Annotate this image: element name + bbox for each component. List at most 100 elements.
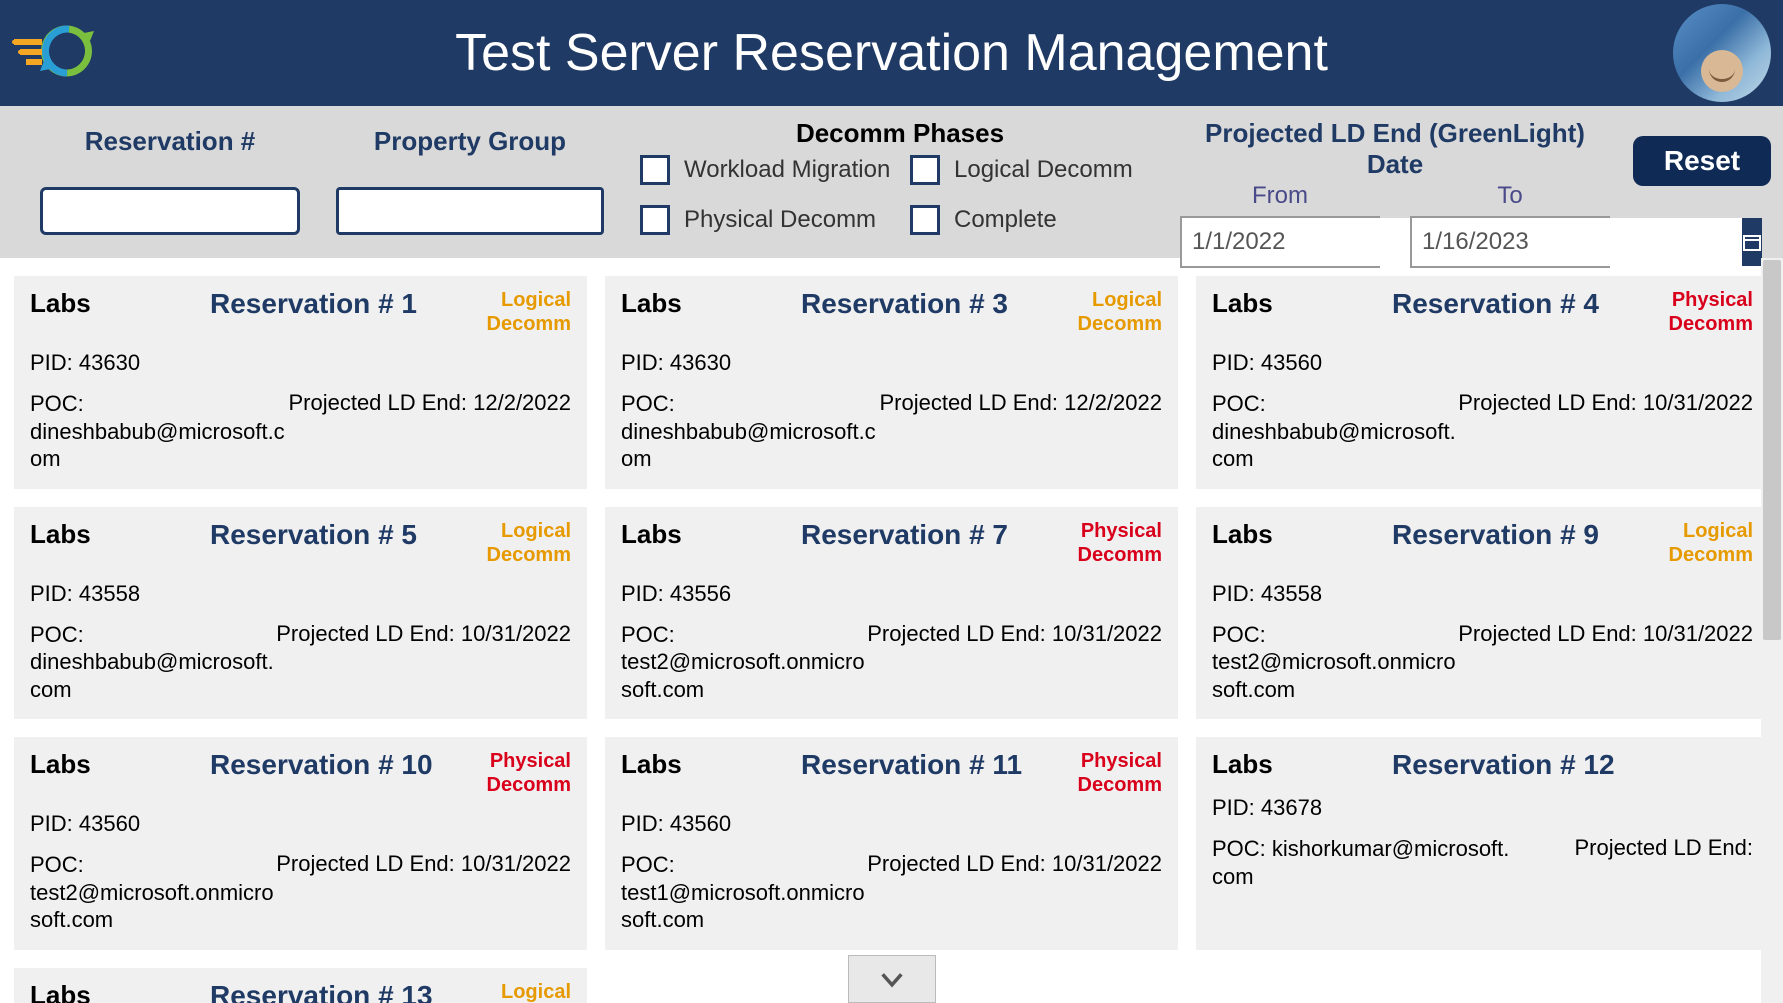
card-reservation-number: Reservation # 12 [1392, 749, 1643, 781]
to-label: To [1497, 182, 1522, 210]
card-pid: PID: 43630 [621, 350, 1162, 376]
filter-dates: Projected LD End (GreenLight) Date From … [1180, 118, 1610, 268]
card-labs-label: Labs [1212, 519, 1392, 550]
card-pid: PID: 43560 [30, 811, 571, 837]
card-pid: PID: 43558 [1212, 581, 1753, 607]
card-reservation-number: Reservation # 1 [210, 288, 461, 320]
card-projected-end: Projected LD End: 10/31/2022 [276, 851, 571, 877]
card-pid: PID: 43560 [621, 811, 1162, 837]
card-poc: POC:test2@microsoft.onmicrosoft.com [621, 621, 867, 704]
reservation-input[interactable] [40, 187, 300, 235]
card-phase-badge: LogicalDecomm [461, 519, 571, 567]
card-pid: PID: 43630 [30, 350, 571, 376]
card-pid: PID: 43556 [621, 581, 1162, 607]
reset-button[interactable]: Reset [1633, 136, 1771, 186]
card-labs-label: Labs [30, 519, 210, 550]
filter-bar: Reservation # Property Group Decomm Phas… [0, 106, 1783, 258]
card-projected-end: Projected LD End: 10/31/2022 [867, 621, 1162, 647]
reservation-label: Reservation # [85, 126, 256, 157]
card-phase-badge: PhysicalDecomm [1052, 519, 1162, 567]
property-group-label: Property Group [374, 126, 566, 157]
card-projected-end: Projected LD End: 12/2/2022 [879, 390, 1162, 416]
card-projected-end: Projected LD End: 10/31/2022 [1458, 621, 1753, 647]
card-poc: POC:test2@microsoft.onmicrosoft.com [1212, 621, 1458, 704]
dates-label: Projected LD End (GreenLight) Date [1180, 118, 1610, 180]
card-poc: POC:test1@microsoft.onmicrosoft.com [621, 851, 867, 934]
checkbox-icon[interactable] [910, 155, 940, 185]
phases-grid: Workload Migration Logical Decomm Physic… [640, 155, 1160, 235]
card-poc: POC:dineshbabub@microsoft.com [621, 390, 879, 473]
card-projected-end: Projected LD End: [1574, 835, 1753, 861]
card-reservation-number: Reservation # 5 [210, 519, 461, 551]
phase-label: Physical Decomm [684, 206, 876, 234]
card-reservation-number: Reservation # 11 [801, 749, 1052, 781]
card-phase-badge: LogicalDecomm [461, 288, 571, 336]
reservation-card[interactable]: LabsReservation # 13LogicalDecommPID: 43… [14, 968, 587, 1003]
reservation-card[interactable]: LabsReservation # 4PhysicalDecomm PID: 43… [1196, 276, 1769, 489]
scroll-thumb[interactable] [1763, 260, 1781, 640]
phase-physical-decomm[interactable]: Physical Decomm [640, 205, 910, 235]
card-projected-end: Projected LD End: 10/31/2022 [1458, 390, 1753, 416]
property-group-input[interactable] [339, 190, 604, 232]
card-poc: POC:dineshbabub@microsoft.com [30, 390, 288, 473]
cards-grid: LabsReservation # 1LogicalDecommPID: 436… [14, 276, 1769, 1003]
chevron-down-icon [878, 965, 906, 993]
reservation-card[interactable]: LabsReservation # 3LogicalDecomm PID: 436… [605, 276, 1178, 489]
checkbox-icon[interactable] [640, 205, 670, 235]
card-reservation-number: Reservation # 3 [801, 288, 1052, 320]
checkbox-icon[interactable] [640, 155, 670, 185]
phase-logical-decomm[interactable]: Logical Decomm [910, 155, 1160, 185]
card-labs-label: Labs [30, 980, 210, 1003]
card-poc: POC:dineshbabub@microsoft.com [30, 621, 276, 704]
card-poc: POC: kishorkumar@microsoft.com [1212, 835, 1512, 890]
expand-button[interactable] [848, 955, 936, 1003]
property-group-select[interactable] [336, 187, 604, 235]
card-phase-badge: LogicalDecomm [1052, 288, 1162, 336]
reservation-card[interactable]: LabsReservation # 11PhysicalDecomm PID: 4… [605, 737, 1178, 950]
card-phase-badge: PhysicalDecomm [1052, 749, 1162, 797]
card-poc: POC:test2@microsoft.onmicrosoft.com [30, 851, 276, 934]
app-logo-icon [12, 21, 122, 86]
reservation-card[interactable]: LabsReservation # 12PID: 43678POC: kisho… [1196, 737, 1769, 950]
phase-label: Complete [954, 206, 1057, 234]
card-reservation-number: Reservation # 4 [1392, 288, 1643, 320]
card-reservation-number: Reservation # 9 [1392, 519, 1643, 551]
reservation-card[interactable]: LabsReservation # 9LogicalDecomm PID: 435… [1196, 507, 1769, 720]
header: Test Server Reservation Management [0, 0, 1783, 106]
card-projected-end: Projected LD End: 12/2/2022 [288, 390, 571, 416]
filter-phases: Decomm Phases Workload Migration Logical… [640, 118, 1160, 235]
card-labs-label: Labs [1212, 749, 1392, 780]
phase-label: Workload Migration [684, 156, 890, 184]
card-phase-badge: LogicalDecomm [461, 980, 571, 1003]
reservation-card[interactable]: LabsReservation # 7PhysicalDecommPID: 43… [605, 507, 1178, 720]
phase-complete[interactable]: Complete [910, 205, 1160, 235]
card-reservation-number: Reservation # 7 [801, 519, 1052, 551]
page-title: Test Server Reservation Management [455, 23, 1328, 83]
checkbox-icon[interactable] [910, 205, 940, 235]
card-pid: PID: 43558 [30, 581, 571, 607]
reservation-card[interactable]: LabsReservation # 1LogicalDecomm PID: 436… [14, 276, 587, 489]
phase-workload-migration[interactable]: Workload Migration [640, 155, 910, 185]
scrollbar[interactable] [1761, 258, 1783, 1003]
card-reservation-number: Reservation # 10 [210, 749, 461, 781]
card-phase-badge: LogicalDecomm [1643, 519, 1753, 567]
card-pid: PID: 43560 [1212, 350, 1753, 376]
user-avatar[interactable] [1673, 4, 1771, 102]
phase-label: Logical Decomm [954, 156, 1133, 184]
card-reservation-number: Reservation # 13 [210, 980, 461, 1003]
card-phase-badge: PhysicalDecomm [461, 749, 571, 797]
card-labs-label: Labs [621, 288, 801, 319]
card-phase-badge: PhysicalDecomm [1643, 288, 1753, 336]
card-labs-label: Labs [30, 288, 210, 319]
reservation-card[interactable]: LabsReservation # 5LogicalDecomm PID: 435… [14, 507, 587, 720]
from-label: From [1252, 182, 1308, 210]
reservation-card[interactable]: LabsReservation # 10PhysicalDecomm PID: 4… [14, 737, 587, 950]
date-from: From [1180, 182, 1380, 268]
card-labs-label: Labs [30, 749, 210, 780]
card-labs-label: Labs [621, 749, 801, 780]
card-projected-end: Projected LD End: 10/31/2022 [867, 851, 1162, 877]
date-to: To [1410, 182, 1610, 268]
filter-reservation: Reservation # [20, 118, 320, 235]
phases-label: Decomm Phases [796, 118, 1004, 149]
card-labs-label: Labs [1212, 288, 1392, 319]
